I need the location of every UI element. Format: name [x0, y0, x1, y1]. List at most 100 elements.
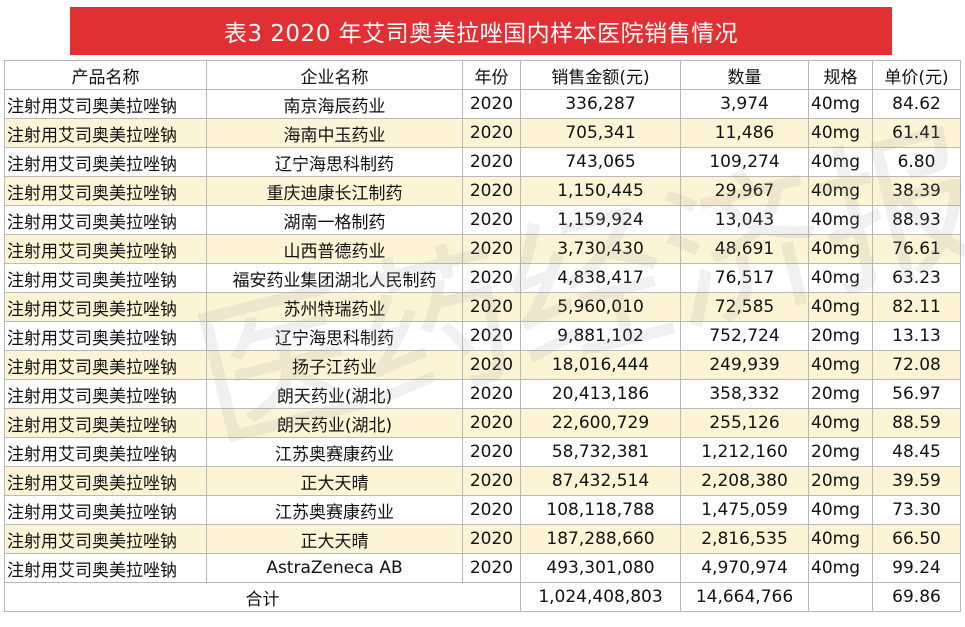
product-cell: 注射用艾司奥美拉唑钠: [4, 234, 207, 264]
year-cell: 2020: [462, 263, 521, 293]
spec-cell: 40mg: [808, 147, 873, 177]
table-row: 注射用艾司奥美拉唑钠 正大天晴 2020 87,432,514 2,208,380 20m…: [4, 466, 961, 496]
product-cell: 注射用艾司奥美拉唑钠: [4, 379, 207, 409]
unit-price-cell: 48.45: [872, 437, 961, 467]
table-row: 注射用艾司奥美拉唑钠 正大天晴 2020 187,288,660 2,816,535 40…: [4, 524, 961, 554]
year-cell: 2020: [462, 89, 521, 119]
product-cell: 注射用艾司奥美拉唑钠: [4, 147, 207, 177]
company-cell: 扬子江药业: [206, 350, 463, 380]
product-cell: 注射用艾司奥美拉唑钠: [4, 176, 207, 206]
product-cell: 注射用艾司奥美拉唑钠: [4, 437, 207, 467]
year-cell: 2020: [462, 292, 521, 322]
table-row: 注射用艾司奥美拉唑钠 辽宁海思科制药 2020 743,065 109,274 40mg 6…: [4, 147, 961, 177]
year-cell: 2020: [462, 205, 521, 235]
year-cell: 2020: [462, 321, 521, 351]
amount-cell: 705,341: [520, 118, 681, 148]
quantity-cell: 48,691: [680, 234, 809, 264]
quantity-cell: 2,208,380: [680, 466, 809, 496]
quantity-cell: 1,212,160: [680, 437, 809, 467]
header-row: 产品名称 企业名称 年份 销售金额(元) 数量 规格 单价(元): [4, 60, 961, 90]
spec-cell: 40mg: [808, 176, 873, 206]
year-cell: 2020: [462, 118, 521, 148]
header-year: 年份: [462, 60, 521, 90]
company-cell: 江苏奥赛康药业: [206, 495, 463, 525]
quantity-cell: 13,043: [680, 205, 809, 235]
amount-cell: 336,287: [520, 89, 681, 119]
spec-cell: 40mg: [808, 524, 873, 554]
product-cell: 注射用艾司奥美拉唑钠: [4, 89, 207, 119]
total-quantity: 14,664,766: [680, 582, 809, 612]
amount-cell: 4,838,417: [520, 263, 681, 293]
sales-table: 产品名称 企业名称 年份 销售金额(元) 数量 规格 单价(元) 注射用艾司奥美…: [4, 60, 961, 612]
year-cell: 2020: [462, 524, 521, 554]
header-unit-price: 单价(元): [872, 60, 961, 90]
unit-price-cell: 82.11: [872, 292, 961, 322]
company-cell: 朗天药业(湖北): [206, 408, 463, 438]
unit-price-cell: 38.39: [872, 176, 961, 206]
company-cell: 湖南一格制药: [206, 205, 463, 235]
spec-cell: 40mg: [808, 350, 873, 380]
product-cell: 注射用艾司奥美拉唑钠: [4, 553, 207, 583]
spec-cell: 40mg: [808, 89, 873, 119]
unit-price-cell: 76.61: [872, 234, 961, 264]
unit-price-cell: 84.62: [872, 89, 961, 119]
company-cell: 江苏奥赛康药业: [206, 437, 463, 467]
quantity-cell: 249,939: [680, 350, 809, 380]
table-row: 注射用艾司奥美拉唑钠 湖南一格制药 2020 1,159,924 13,043 40mg 8…: [4, 205, 961, 235]
year-cell: 2020: [462, 350, 521, 380]
unit-price-cell: 39.59: [872, 466, 961, 496]
year-cell: 2020: [462, 466, 521, 496]
company-cell: 正大天晴: [206, 524, 463, 554]
spec-cell: 40mg: [808, 234, 873, 264]
product-cell: 注射用艾司奥美拉唑钠: [4, 466, 207, 496]
table-body: 注射用艾司奥美拉唑钠 南京海辰药业 2020 336,287 3,974 40mg 84.6…: [4, 89, 961, 583]
spec-cell: 40mg: [808, 205, 873, 235]
header-product: 产品名称: [4, 60, 207, 90]
total-label: 合计: [4, 582, 521, 612]
spec-cell: 20mg: [808, 379, 873, 409]
table-row: 注射用艾司奥美拉唑钠 福安药业集团湖北人民制药 2020 4,838,417 76,51…: [4, 263, 961, 293]
amount-cell: 22,600,729: [520, 408, 681, 438]
product-cell: 注射用艾司奥美拉唑钠: [4, 292, 207, 322]
table-row: 注射用艾司奥美拉唑钠 江苏奥赛康药业 2020 108,118,788 1,475,05…: [4, 495, 961, 525]
total-row: 合计 1,024,408,803 14,664,766 69.86: [4, 582, 961, 612]
product-cell: 注射用艾司奥美拉唑钠: [4, 350, 207, 380]
quantity-cell: 3,974: [680, 89, 809, 119]
header-quantity: 数量: [680, 60, 809, 90]
table-row: 注射用艾司奥美拉唑钠 南京海辰药业 2020 336,287 3,974 40mg 84.6…: [4, 89, 961, 119]
quantity-cell: 358,332: [680, 379, 809, 409]
year-cell: 2020: [462, 495, 521, 525]
year-cell: 2020: [462, 553, 521, 583]
table-row: 注射用艾司奥美拉唑钠 辽宁海思科制药 2020 9,881,102 752,724 20m…: [4, 321, 961, 351]
year-cell: 2020: [462, 176, 521, 206]
amount-cell: 493,301,080: [520, 553, 681, 583]
quantity-cell: 255,126: [680, 408, 809, 438]
table-row: 注射用艾司奥美拉唑钠 山西普德药业 2020 3,730,430 48,691 40mg 7…: [4, 234, 961, 264]
quantity-cell: 1,475,059: [680, 495, 809, 525]
total-spec: [808, 582, 873, 612]
spec-cell: 20mg: [808, 321, 873, 351]
product-cell: 注射用艾司奥美拉唑钠: [4, 118, 207, 148]
unit-price-cell: 88.93: [872, 205, 961, 235]
unit-price-cell: 63.23: [872, 263, 961, 293]
table-row: 注射用艾司奥美拉唑钠 苏州特瑞药业 2020 5,960,010 72,585 40mg 8…: [4, 292, 961, 322]
unit-price-cell: 66.50: [872, 524, 961, 554]
company-cell: 辽宁海思科制药: [206, 321, 463, 351]
unit-price-cell: 6.80: [872, 147, 961, 177]
product-cell: 注射用艾司奥美拉唑钠: [4, 205, 207, 235]
company-cell: 南京海辰药业: [206, 89, 463, 119]
amount-cell: 20,413,186: [520, 379, 681, 409]
amount-cell: 3,730,430: [520, 234, 681, 264]
year-cell: 2020: [462, 379, 521, 409]
spec-cell: 40mg: [808, 263, 873, 293]
amount-cell: 1,150,445: [520, 176, 681, 206]
company-cell: AstraZeneca AB: [206, 553, 463, 583]
product-cell: 注射用艾司奥美拉唑钠: [4, 408, 207, 438]
spec-cell: 20mg: [808, 466, 873, 496]
header-company: 企业名称: [206, 60, 463, 90]
amount-cell: 743,065: [520, 147, 681, 177]
amount-cell: 9,881,102: [520, 321, 681, 351]
year-cell: 2020: [462, 408, 521, 438]
table-row: 注射用艾司奥美拉唑钠 海南中玉药业 2020 705,341 11,486 40mg 61.…: [4, 118, 961, 148]
year-cell: 2020: [462, 234, 521, 264]
